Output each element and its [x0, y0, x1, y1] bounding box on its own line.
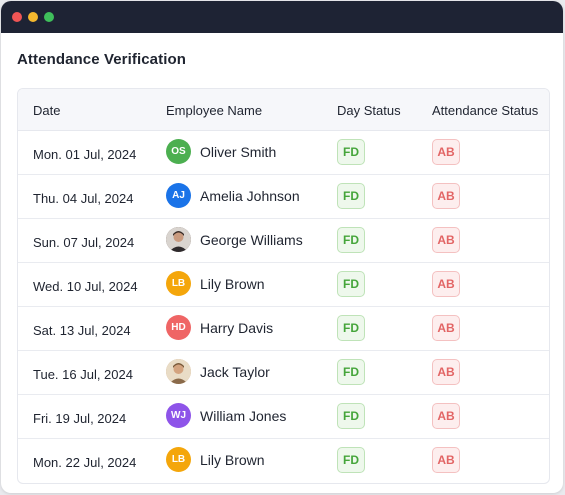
header-employee-name[interactable]: Employee Name [166, 103, 263, 118]
avatar-photo [166, 359, 191, 384]
attendance-status-badge: AB [432, 139, 460, 165]
table-row[interactable]: Sat. 13 Jul, 2024 HD Harry Davis FD AB [18, 307, 549, 351]
employee-cell[interactable]: AJ Amelia Johnson [166, 183, 300, 208]
table-header: Date Employee Name Day Status Attendance… [18, 89, 549, 131]
row-date: Mon. 01 Jul, 2024 [33, 147, 137, 162]
header-attendance-status[interactable]: Attendance Status [432, 103, 539, 118]
table-row[interactable]: Mon. 22 Jul, 2024 LB Lily Brown FD AB [18, 439, 549, 483]
avatar: AJ [166, 183, 191, 208]
row-date: Fri. 19 Jul, 2024 [33, 411, 127, 426]
day-status-badge: FD [337, 359, 365, 385]
avatar: HD [166, 315, 191, 340]
employee-cell[interactable]: LB Lily Brown [166, 447, 265, 472]
row-date: Wed. 10 Jul, 2024 [33, 279, 138, 294]
row-date: Sat. 13 Jul, 2024 [33, 323, 131, 338]
employee-cell[interactable]: WJ William Jones [166, 403, 286, 428]
attendance-table: Date Employee Name Day Status Attendance… [17, 88, 550, 484]
table-row[interactable]: Tue. 16 Jul, 2024 Jack Taylor FD AB [18, 351, 549, 395]
table-row[interactable]: Thu. 04 Jul, 2024 AJ Amelia Johnson FD A… [18, 175, 549, 219]
day-status-badge: FD [337, 227, 365, 253]
row-date: Mon. 22 Jul, 2024 [33, 455, 137, 470]
avatar: LB [166, 447, 191, 472]
maximize-window-button[interactable] [44, 12, 54, 22]
minimize-window-button[interactable] [28, 12, 38, 22]
header-date[interactable]: Date [33, 103, 61, 118]
avatar: WJ [166, 403, 191, 428]
employee-cell[interactable]: HD Harry Davis [166, 315, 273, 340]
row-date: Sun. 07 Jul, 2024 [33, 235, 135, 250]
avatar: OS [166, 139, 191, 164]
window-titlebar [1, 1, 563, 33]
attendance-status-badge: AB [432, 403, 460, 429]
attendance-status-badge: AB [432, 183, 460, 209]
table-row[interactable]: Wed. 10 Jul, 2024 LB Lily Brown FD AB [18, 263, 549, 307]
attendance-status-badge: AB [432, 271, 460, 297]
employee-cell[interactable]: George Williams [166, 227, 303, 252]
close-window-button[interactable] [12, 12, 22, 22]
day-status-badge: FD [337, 403, 365, 429]
employee-name: Lily Brown [200, 275, 265, 292]
row-date: Tue. 16 Jul, 2024 [33, 367, 133, 382]
attendance-status-badge: AB [432, 227, 460, 253]
table-row[interactable]: Mon. 01 Jul, 2024 OS Oliver Smith FD AB [18, 131, 549, 175]
day-status-badge: FD [337, 183, 365, 209]
employee-name: William Jones [200, 407, 287, 424]
avatar: LB [166, 271, 191, 296]
attendance-status-badge: AB [432, 447, 460, 473]
day-status-badge: FD [337, 315, 365, 341]
row-date: Thu. 04 Jul, 2024 [33, 191, 134, 206]
table-body: Mon. 01 Jul, 2024 OS Oliver Smith FD AB … [18, 131, 549, 483]
page-title: Attendance Verification [17, 51, 187, 68]
employee-name: Amelia Johnson [200, 187, 300, 204]
employee-cell[interactable]: LB Lily Brown [166, 271, 265, 296]
employee-name: Lily Brown [200, 451, 265, 468]
employee-cell[interactable]: OS Oliver Smith [166, 139, 276, 164]
employee-name: Harry Davis [200, 319, 274, 336]
day-status-badge: FD [337, 139, 365, 165]
employee-name: Jack Taylor [200, 363, 270, 380]
header-day-status[interactable]: Day Status [337, 103, 401, 118]
day-status-badge: FD [337, 447, 365, 473]
table-row[interactable]: Fri. 19 Jul, 2024 WJ William Jones FD AB [18, 395, 549, 439]
employee-cell[interactable]: Jack Taylor [166, 359, 270, 384]
attendance-status-badge: AB [432, 315, 460, 341]
avatar-photo [166, 227, 191, 252]
day-status-badge: FD [337, 271, 365, 297]
table-row[interactable]: Sun. 07 Jul, 2024 George Williams FD AB [18, 219, 549, 263]
attendance-status-badge: AB [432, 359, 460, 385]
employee-name: Oliver Smith [200, 143, 277, 160]
employee-name: George Williams [200, 231, 303, 248]
